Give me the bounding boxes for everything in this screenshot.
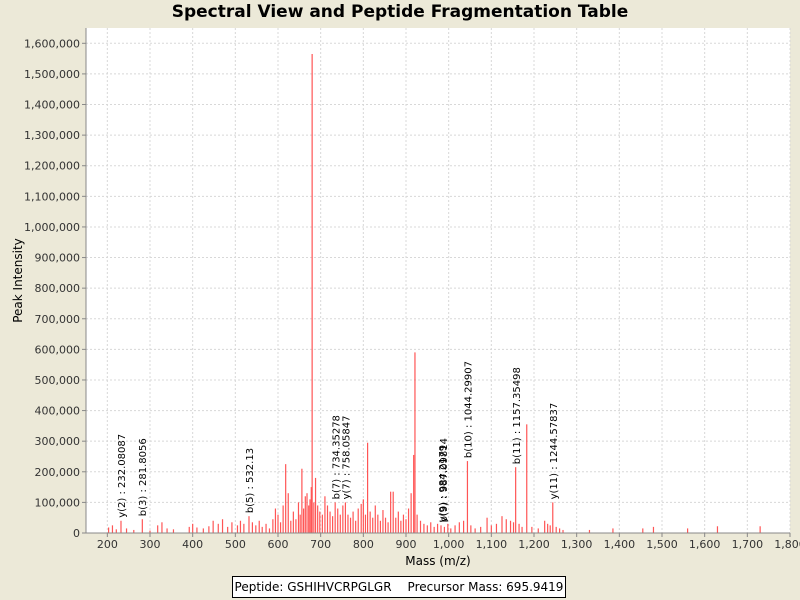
y-axis-label: Peak Intensity	[11, 238, 25, 323]
peptide-info-box: Peptide: GSHIHVCRPGLGR Precursor Mass: 69…	[232, 576, 566, 598]
x-tick-label: 800	[353, 538, 374, 551]
fragment-annotation-label: y(7) : 758.05847	[341, 416, 352, 500]
x-tick-label: 900	[396, 538, 417, 551]
y-tick-label: 100,000	[35, 496, 81, 509]
y-tick-label: 1,300,000	[24, 129, 80, 142]
y-tick-label: 500,000	[35, 374, 81, 387]
y-tick-label: 600,000	[35, 343, 81, 356]
y-tick-label: 200,000	[35, 466, 81, 479]
x-tick-label: 1,500	[646, 538, 678, 551]
y-tick-label: 400,000	[35, 405, 81, 418]
x-tick-label: 500	[225, 538, 246, 551]
fragment-annotation-label: b(3) : 281.8056	[138, 438, 149, 516]
y-tick-label: 1,200,000	[24, 160, 80, 173]
y-tick-label: 1,500,000	[24, 68, 80, 81]
y-tick-label: 1,100,000	[24, 190, 80, 203]
x-tick-label: 1,800	[774, 538, 800, 551]
y-tick-label: 0	[73, 527, 80, 540]
y-tick-label: 300,000	[35, 435, 81, 448]
fragment-annotation-label: y(2) : 232.08087	[117, 434, 128, 518]
fragment-annotation-label: y(11) : 1244.57837	[549, 403, 560, 500]
y-tick-label: 800,000	[35, 282, 81, 295]
x-tick-label: 1,300	[561, 538, 593, 551]
plot-area	[86, 28, 790, 533]
x-tick-label: 200	[97, 538, 118, 551]
peak-series	[108, 54, 761, 533]
y-tick-label: 1,000,000	[24, 221, 80, 234]
x-tick-label: 300	[140, 538, 161, 551]
chart-title: Spectral View and Peptide Fragmentation …	[171, 2, 629, 22]
x-tick-label: 1,200	[518, 538, 550, 551]
y-tick-label: 900,000	[35, 252, 81, 265]
y-tick-label: 1,400,000	[24, 99, 80, 112]
y-tick-label: 1,600,000	[24, 37, 80, 50]
x-tick-label: 1,000	[433, 538, 465, 551]
x-tick-label: 1,400	[604, 538, 636, 551]
fragment-annotation-label: b(10) : 1044.29907	[464, 361, 475, 458]
x-tick-label: 600	[268, 538, 289, 551]
fragment-annotations: y(2) : 232.08087 b(3) : 281.8056 b(5) : 53…	[117, 361, 560, 522]
y-tick-label: 700,000	[35, 313, 81, 326]
x-tick-label: 400	[182, 538, 203, 551]
fragment-annotation-label: y(9) : 984.2179	[438, 445, 449, 523]
fragment-annotation-label: b(9) : 987.09814	[439, 438, 450, 522]
axes: 200 300 400 500 600 700 800 900 1,000 1,100 1,200 1…	[24, 28, 800, 551]
fragment-annotation-label: b(11) : 1157.35498	[512, 367, 523, 464]
fragment-annotation-label: b(7) : 734.35278	[331, 415, 342, 499]
precursor-mass-label: Precursor Mass: 695.9419	[407, 580, 564, 594]
x-axis-label: Mass (m/z)	[405, 554, 470, 568]
fragment-annotation-label: b(5) : 532.13	[245, 448, 256, 513]
peptide-label: Peptide: GSHIHVCRPGLGR	[234, 580, 392, 594]
x-tick-label: 1,100	[476, 538, 508, 551]
x-tick-label: 1,600	[689, 538, 721, 551]
x-tick-label: 1,700	[732, 538, 764, 551]
x-tick-label: 700	[310, 538, 331, 551]
